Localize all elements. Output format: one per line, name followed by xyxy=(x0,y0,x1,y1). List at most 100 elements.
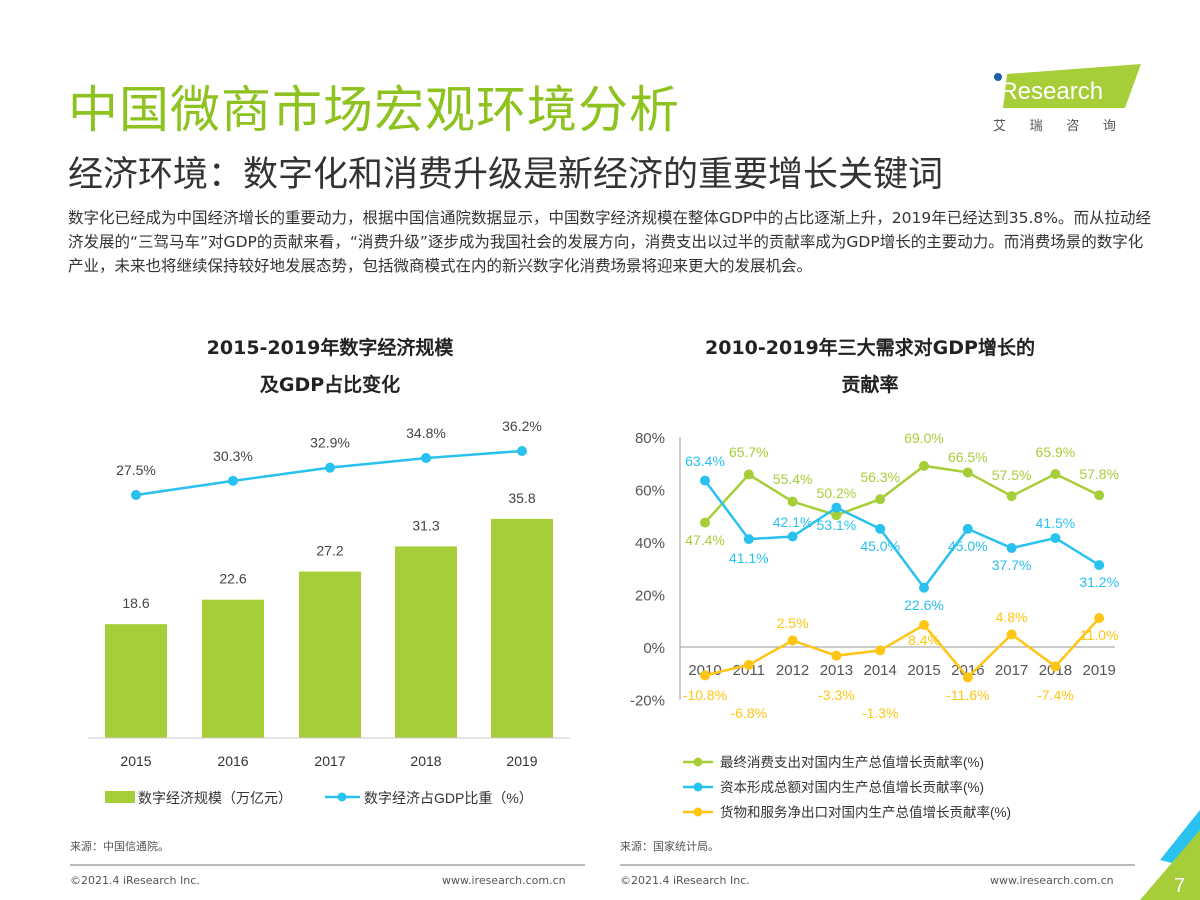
data-point xyxy=(787,496,798,507)
legend-label-2: 货物和服务净出口对国内生产总值增长贡献率(%) xyxy=(720,804,1011,820)
logo-graphic: iResearch 艾 瑞 咨 询 xyxy=(993,64,1141,133)
series-line-1 xyxy=(703,479,1100,590)
data-label: 11.0% xyxy=(1080,627,1119,643)
data-label: 57.5% xyxy=(992,467,1032,483)
data-point xyxy=(1094,560,1105,571)
data-label: 63.4% xyxy=(685,453,725,469)
data-label: 41.5% xyxy=(1036,515,1076,531)
x-tick-label: 2017 xyxy=(314,753,345,769)
data-point xyxy=(962,467,973,478)
page-title: 中国微商市场宏观环境分析 xyxy=(68,81,680,139)
right-chart-title: 2010-2019年三大需求对GDP增长的 贡献率 xyxy=(650,330,1090,404)
legend-label-1: 资本形成总额对国内生产总值增长贡献率(%) xyxy=(720,779,984,795)
data-label: -10.8% xyxy=(683,687,727,703)
left-chart-title-line1: 2015-2019年数字经济规模 xyxy=(206,337,454,359)
line-label: 36.2% xyxy=(502,418,542,434)
url-left: www.iresearch.com.cn xyxy=(442,874,566,887)
data-point xyxy=(743,659,754,670)
data-label: 53.1% xyxy=(817,517,857,533)
data-label: 66.5% xyxy=(948,449,988,465)
data-point xyxy=(831,510,842,521)
line-point-2018 xyxy=(421,453,431,464)
data-label: 65.9% xyxy=(1036,444,1076,460)
y-tick-label: -20% xyxy=(630,693,665,710)
data-point xyxy=(700,517,710,528)
bar-2017 xyxy=(299,571,361,738)
logo-cn: 艾 瑞 咨 询 xyxy=(993,118,1126,133)
bar-label: 22.6 xyxy=(219,571,246,587)
data-label: -3.3% xyxy=(818,687,855,703)
bar-label: 18.6 xyxy=(122,595,149,611)
legend-dot-2 xyxy=(693,807,703,817)
series-line-0 xyxy=(704,464,1100,524)
data-label: 45.0% xyxy=(948,538,988,554)
divider-left xyxy=(70,864,585,866)
data-label: 31.2% xyxy=(1079,574,1119,590)
data-label: -11.6% xyxy=(946,687,989,703)
legend-bar-swatch xyxy=(105,791,135,803)
legend-line-dot xyxy=(337,792,347,802)
page-number: 7 xyxy=(1174,875,1185,897)
data-point xyxy=(919,619,929,630)
legend-dot-0 xyxy=(693,757,703,767)
right-chart-title-line2: 贡献率 xyxy=(841,374,899,396)
source-right: 来源：国家统计局。 xyxy=(620,840,719,853)
x-tick-label: 2019 xyxy=(1083,662,1116,679)
left-chart-title-line2: 及GDP占比变化 xyxy=(259,374,401,396)
data-label: 55.4% xyxy=(773,471,813,487)
data-point xyxy=(787,531,798,542)
data-point xyxy=(700,670,710,681)
data-point xyxy=(831,650,842,661)
bar-label: 27.2 xyxy=(316,543,343,559)
data-point xyxy=(875,645,886,656)
copyright-right: ©2021.4 iResearch Inc. xyxy=(620,874,750,887)
left-chart-title: 2015-2019年数字经济规模 及GDP占比变化 xyxy=(140,330,520,404)
data-label: 57.8% xyxy=(1079,466,1119,482)
url-right: www.iresearch.com.cn xyxy=(990,874,1114,887)
right-chart-title-line1: 2010-2019年三大需求对GDP增长的 xyxy=(705,337,1035,359)
data-point xyxy=(831,502,842,513)
x-tick-label: 2012 xyxy=(776,662,809,679)
series-line-2 xyxy=(704,617,1101,680)
data-point xyxy=(1006,629,1017,640)
data-label: 4.8% xyxy=(996,609,1028,625)
copyright-left: ©2021.4 iResearch Inc. xyxy=(70,874,200,887)
line-point-2016 xyxy=(228,475,238,486)
legend-line-label: 数字经济占GDP比重（%） xyxy=(364,790,533,806)
line-label: 34.8% xyxy=(406,425,446,441)
y-tick-label: 0% xyxy=(643,640,665,657)
line-point-2019 xyxy=(517,445,527,456)
data-point xyxy=(875,523,886,534)
bar-2016 xyxy=(202,599,264,738)
data-label: 41.1% xyxy=(729,550,769,566)
data-label: 69.0% xyxy=(904,430,944,446)
y-tick-label: 80% xyxy=(635,430,665,447)
data-point xyxy=(919,460,929,471)
logo-text: iResearch xyxy=(995,78,1103,105)
left-chart: 18.6 2015 22.6 2016 27.2 2017 31.3 2018 35.8 2019… xyxy=(88,418,570,806)
bar-2015 xyxy=(105,624,167,738)
source-left: 来源：中国信通院。 xyxy=(70,840,169,853)
data-label: 56.3% xyxy=(860,469,900,485)
corner-decoration: 7 xyxy=(1140,810,1200,900)
x-tick-label: 2015 xyxy=(120,753,151,769)
iresearch-logo: iResearch 艾 瑞 咨 询 xyxy=(985,64,1145,136)
x-tick-label: 2013 xyxy=(820,662,853,679)
right-chart: 80%60%40%20%0%-20%2010201120122013201420… xyxy=(630,430,1119,820)
body-text: 数字化已经成为中国经济增长的重要动力，根据中国信通院数据显示，中国数字经济规模在… xyxy=(68,209,1151,275)
bar-label: 31.3 xyxy=(412,517,439,533)
legend-label-0: 最终消费支出对国内生产总值增长贡献率(%) xyxy=(720,754,984,770)
data-label: 65.7% xyxy=(729,444,769,460)
legend-dot-1 xyxy=(693,782,703,792)
line-point-2015 xyxy=(131,490,141,500)
data-point xyxy=(1050,469,1061,480)
bar-label: 35.8 xyxy=(508,490,535,506)
y-tick-label: 20% xyxy=(635,588,665,605)
data-point xyxy=(1006,491,1017,502)
data-point xyxy=(1094,613,1105,624)
data-label: 37.7% xyxy=(992,557,1032,573)
data-label: 47.4% xyxy=(685,532,725,548)
data-point xyxy=(743,534,754,545)
data-point xyxy=(962,672,973,683)
data-point xyxy=(962,523,973,534)
